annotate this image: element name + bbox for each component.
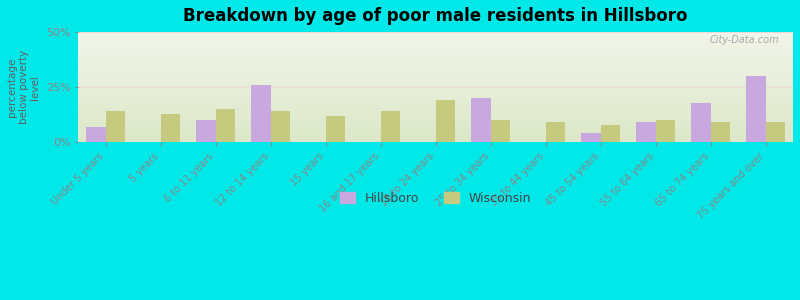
Bar [326,116,345,142]
Bar [546,122,565,142]
Bar [766,122,785,142]
Bar [490,120,510,142]
Bar [381,111,400,142]
Bar [601,124,620,142]
Y-axis label: percentage
below poverty
level: percentage below poverty level [7,50,40,124]
Bar [471,98,490,142]
Bar [251,85,270,142]
Bar [435,100,455,142]
Bar [196,120,215,142]
Bar [106,111,125,142]
Bar [270,111,290,142]
Bar [86,127,106,142]
Bar [582,134,601,142]
Bar [161,114,180,142]
Text: City-Data.com: City-Data.com [709,35,778,45]
Bar [746,76,766,142]
Title: Breakdown by age of poor male residents in Hillsboro: Breakdown by age of poor male residents … [183,7,688,25]
Bar [691,103,710,142]
Bar [636,122,655,142]
Bar [215,109,235,142]
Bar [710,122,730,142]
Bar [655,120,675,142]
Legend: Hillsboro, Wisconsin: Hillsboro, Wisconsin [334,185,538,211]
